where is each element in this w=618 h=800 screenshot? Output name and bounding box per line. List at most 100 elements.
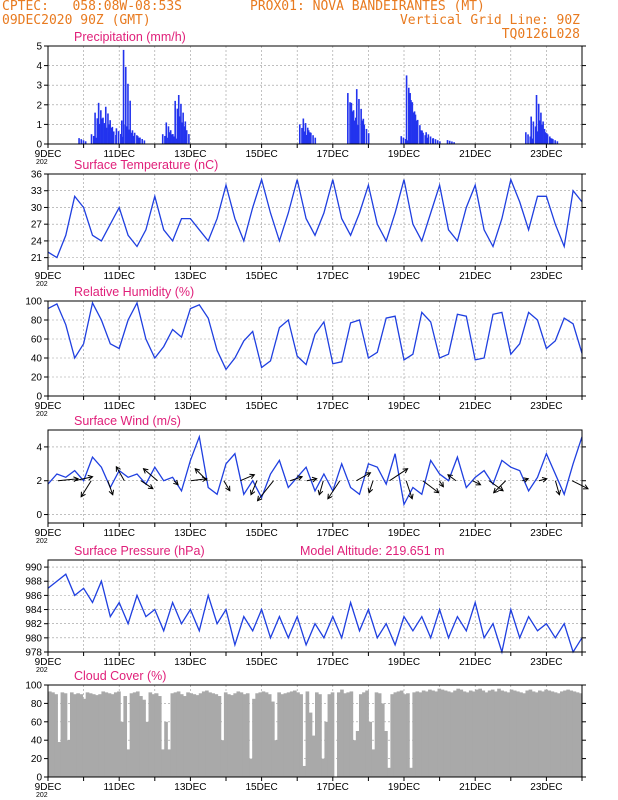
x-tick-label: 19DEC <box>388 782 420 793</box>
x-tick-label: 15DEC <box>245 782 277 793</box>
precip-bar <box>172 134 174 144</box>
cloud-bar <box>396 691 401 777</box>
precip-bar <box>117 131 120 144</box>
x-tick-label: 15DEC <box>245 401 277 412</box>
wind-arrow <box>107 480 114 495</box>
precip-bar <box>97 102 100 144</box>
precip-bar <box>188 134 190 144</box>
precip-bar <box>129 100 131 144</box>
wind-arrow-head <box>367 487 374 494</box>
precip-bar <box>352 110 355 144</box>
precip-bar <box>426 137 429 144</box>
cloud-bar <box>365 690 369 777</box>
y-tick-label: 0 <box>36 392 42 403</box>
cloud-bar <box>280 694 285 777</box>
x-tick-label: 17DEC <box>317 149 349 160</box>
precip-bar <box>182 112 184 144</box>
precip-bar <box>544 132 547 144</box>
y-tick-label: 5 <box>36 42 42 53</box>
precip-bar <box>349 102 351 144</box>
precip-bar <box>103 123 106 144</box>
cloud-bar <box>541 691 545 777</box>
cloud-bar <box>249 758 253 777</box>
cloud-bar <box>293 690 297 777</box>
cloud-bar <box>490 689 495 777</box>
cloud-bar <box>60 692 65 777</box>
precip-bar <box>353 120 356 144</box>
x-tick-label: 11DEC <box>103 149 135 160</box>
precip-bar <box>133 132 136 144</box>
wind-arrow <box>289 476 303 482</box>
x-tick-label: 9DEC <box>35 401 62 412</box>
wind-arrow <box>368 480 374 493</box>
cloud-bar <box>183 696 187 777</box>
precip-bar <box>185 130 188 144</box>
wind-arrow <box>80 480 92 497</box>
year-stub: 202 <box>36 538 48 545</box>
precip-bar <box>540 112 542 144</box>
cloud-bar <box>132 692 137 777</box>
y-tick-label: 984 <box>25 605 42 616</box>
cloud-bar <box>189 693 193 777</box>
cloud-bar <box>76 693 80 777</box>
precip-bar <box>416 119 419 144</box>
header-line3-right: TQ0126L028 <box>501 27 580 42</box>
wind-arrow <box>493 480 507 494</box>
cloud-bar <box>57 742 62 777</box>
cloud-bar <box>519 692 523 777</box>
precip-bar <box>407 140 409 144</box>
cloud-bar <box>343 693 347 777</box>
x-tick-label: 19DEC <box>388 271 420 282</box>
wind-arrow-head <box>115 465 121 472</box>
precip-bar <box>453 142 455 144</box>
cloud-bar <box>311 735 316 777</box>
cloud-bar <box>494 691 498 777</box>
series-line <box>47 573 583 655</box>
cloud-bar <box>390 694 395 777</box>
precip-bar <box>425 132 427 144</box>
cloud-bar <box>352 740 357 777</box>
x-tick-label: 23DEC <box>530 149 562 160</box>
cloud-bar <box>95 695 99 777</box>
cloud-bar <box>201 691 206 777</box>
cloud-bar <box>522 693 526 777</box>
cloud-bar <box>355 731 360 777</box>
wind-arrow <box>422 480 440 494</box>
cloud-bar <box>406 693 410 777</box>
cloud-bar <box>346 692 351 777</box>
cloud-bar <box>399 690 404 777</box>
x-tick-label: 15DEC <box>245 149 277 160</box>
cloud-bar <box>145 721 150 777</box>
panel-frame <box>47 559 583 653</box>
precip-bar <box>120 120 123 144</box>
cloud-bar <box>560 691 564 777</box>
precip-bar <box>362 118 365 144</box>
cloud-bar <box>236 691 241 777</box>
cloud-bar <box>437 688 442 777</box>
precip-bar <box>176 108 179 144</box>
precip-bar <box>355 89 358 144</box>
cloud-bar <box>487 690 492 777</box>
precip-bar <box>96 118 99 144</box>
cloud-bar <box>135 691 140 777</box>
y-tick-label: 0 <box>36 773 42 784</box>
precip-bar <box>143 140 146 144</box>
precip-bar <box>350 102 353 144</box>
precip-bar <box>107 113 109 144</box>
header-line2-right: Vertical Grid Line: 90Z <box>399 13 580 28</box>
wind-arrow <box>190 478 207 482</box>
precip-bar <box>171 134 173 144</box>
precip-bar <box>178 116 181 144</box>
precip-bar <box>541 124 544 144</box>
precip-bar <box>124 66 127 144</box>
cloud-bar <box>318 694 322 777</box>
x-tick-label: 17DEC <box>317 271 349 282</box>
y-tick-label: 80 <box>31 316 43 327</box>
cloud-bar <box>380 703 385 777</box>
cloud-bar <box>387 767 391 777</box>
cloud-bar <box>48 691 52 777</box>
cloud-bar <box>242 694 247 777</box>
precip-bar <box>314 137 317 144</box>
precip-bar <box>137 136 139 144</box>
